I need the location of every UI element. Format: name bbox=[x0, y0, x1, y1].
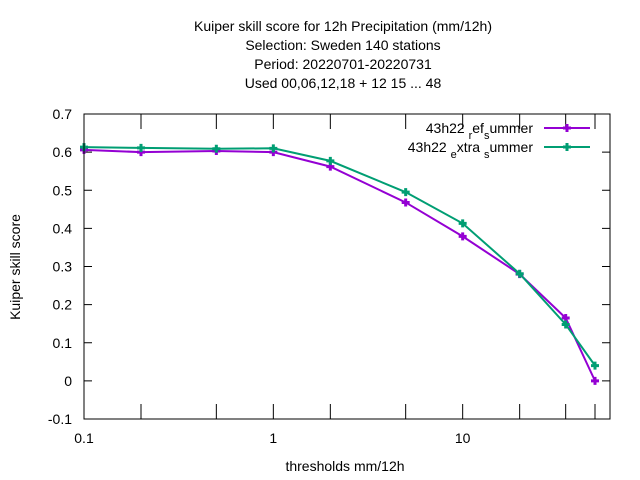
y-tick-label: -0.1 bbox=[48, 411, 72, 427]
y-tick-label: 0.4 bbox=[53, 220, 73, 236]
data-point bbox=[136, 148, 145, 157]
title-line: Used 00,06,12,18 + 12 15 ... 48 bbox=[245, 75, 442, 91]
legend-label-part: ummer bbox=[489, 139, 533, 155]
x-tick-label: 0.1 bbox=[74, 430, 94, 446]
y-tick-label: 0.5 bbox=[53, 182, 73, 198]
title-line: Kuiper skill score for 12h Precipitation… bbox=[194, 18, 492, 34]
legend-label-part: ummer bbox=[489, 120, 533, 136]
x-axis-label: thresholds mm/12h bbox=[285, 458, 404, 474]
data-point bbox=[561, 320, 570, 329]
title-line: Selection: Sweden 140 stations bbox=[245, 37, 440, 53]
y-tick-label: 0.3 bbox=[53, 259, 73, 275]
x-tick-label: 10 bbox=[455, 430, 471, 446]
y-tick-label: 0.6 bbox=[53, 144, 73, 160]
data-point bbox=[401, 198, 410, 207]
title-line: Period: 20220701-20220731 bbox=[254, 56, 432, 72]
legend-label-part: 43h22 bbox=[408, 139, 451, 155]
data-point bbox=[326, 162, 335, 171]
data-series bbox=[80, 143, 600, 385]
data-point bbox=[561, 313, 570, 322]
legend-label-part: ef bbox=[472, 120, 484, 136]
data-point bbox=[458, 219, 467, 228]
legend-label-part: xtra bbox=[457, 139, 484, 155]
x-tick-label: 1 bbox=[269, 430, 277, 446]
y-tick-label: 0.2 bbox=[53, 297, 73, 313]
data-point bbox=[136, 143, 145, 152]
legend-swatch-marker bbox=[563, 124, 571, 132]
y-tick-labels: -0.1 0 0.1 0.2 0.3 0.4 0.5 0.6 0.7 bbox=[48, 106, 72, 427]
axis-ticks bbox=[83, 113, 610, 420]
legend-label-part: s bbox=[484, 149, 490, 161]
data-point bbox=[401, 188, 410, 197]
plot-frame bbox=[83, 113, 611, 420]
y-tick-label: 0.1 bbox=[53, 335, 73, 351]
series-line bbox=[83, 146, 596, 367]
series-1 bbox=[80, 145, 600, 385]
legend-label-part: s bbox=[484, 130, 490, 142]
x-tick-labels: 0.1 1 10 bbox=[74, 430, 470, 446]
legend-label-part: r bbox=[469, 130, 473, 142]
series-line bbox=[83, 148, 596, 382]
legend-label-part: e bbox=[451, 149, 457, 161]
legend-label: 43h22 extra summer bbox=[408, 139, 534, 161]
data-point bbox=[591, 361, 600, 370]
data-point bbox=[326, 156, 335, 165]
legend-label: 43h22 refsummer bbox=[426, 120, 534, 142]
data-point bbox=[591, 376, 600, 385]
series-2 bbox=[80, 143, 600, 370]
legend-swatch-marker bbox=[563, 143, 571, 151]
y-tick-label: 0.7 bbox=[53, 106, 73, 122]
y-tick-label: 0 bbox=[64, 373, 72, 389]
chart-title: Kuiper skill score for 12h Precipitation… bbox=[194, 18, 492, 91]
data-point bbox=[458, 232, 467, 241]
data-point bbox=[269, 144, 278, 153]
data-point bbox=[212, 144, 221, 153]
y-axis-label: Kuiper skill score bbox=[7, 214, 23, 320]
legend-label-part: 43h22 bbox=[426, 120, 469, 136]
data-point bbox=[515, 269, 524, 278]
